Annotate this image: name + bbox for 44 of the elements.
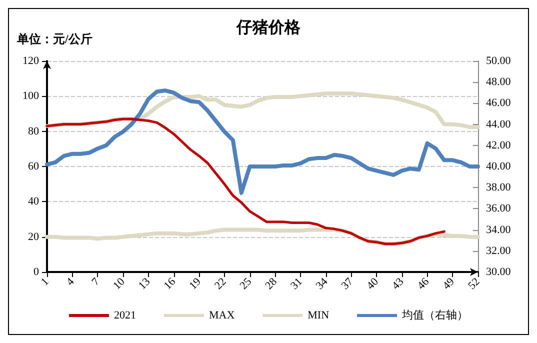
x-tick-label: 31	[288, 276, 305, 292]
x-tick-label: 13	[136, 275, 154, 292]
y-tick-label: 60	[28, 160, 40, 172]
y2-tick-label: 30.00	[486, 266, 512, 278]
y2-tick-label: 38.00	[486, 182, 512, 194]
x-tick-label: 37	[339, 275, 356, 292]
legend-label: 2021	[114, 310, 136, 322]
legend-label: 均值（右轴）	[401, 308, 468, 322]
x-tick-label: 4	[64, 275, 77, 288]
x-tick-label: 28	[263, 275, 280, 292]
x-tick-label: 22	[212, 276, 229, 292]
x-tick-label: 10	[111, 275, 128, 292]
x-tick-label: 16	[162, 275, 178, 292]
y2-tick-label: 36.00	[486, 202, 512, 215]
y-tick-label: 40	[28, 196, 40, 208]
x-tick-label: 46	[415, 275, 432, 292]
x-tick-label: 34	[314, 275, 330, 292]
y2-tick-label: 42.00	[486, 139, 512, 152]
y2-tick-label: 48.00	[486, 76, 512, 88]
x-tick-label: 25	[238, 275, 254, 292]
x-tick-label: 1	[38, 276, 52, 288]
y2-tick-label: 34.00	[486, 224, 512, 236]
y-tick-label: 20	[28, 230, 40, 243]
y-tick-label: 120	[22, 55, 40, 67]
legend-label: MAX	[208, 310, 235, 322]
y2-tick-label: 46.00	[486, 97, 512, 110]
chart-title: 仔猪价格	[236, 18, 302, 36]
y-tick-label: 80	[28, 125, 40, 138]
y-axis-title: 单位：元/公斤	[16, 32, 92, 46]
x-tick-label: 52	[466, 276, 482, 292]
line-series	[45, 88, 480, 195]
legend-label: MIN	[308, 310, 330, 322]
line-series	[46, 118, 446, 246]
x-tick-label: 43	[390, 275, 407, 292]
x-tick-label: 49	[440, 275, 458, 292]
y2-tick-label: 32.00	[486, 244, 512, 257]
x-tick-label: 19	[187, 275, 204, 292]
x-tick-label: 40	[364, 275, 382, 292]
y2-tick-label: 44.00	[486, 118, 512, 130]
y-tick-label: 100	[22, 90, 40, 102]
x-tick-label: 7	[90, 275, 102, 288]
y-tick-label: 0	[34, 266, 40, 278]
y2-tick-label: 50.00	[486, 55, 512, 67]
y2-tick-label: 40.00	[486, 160, 512, 172]
